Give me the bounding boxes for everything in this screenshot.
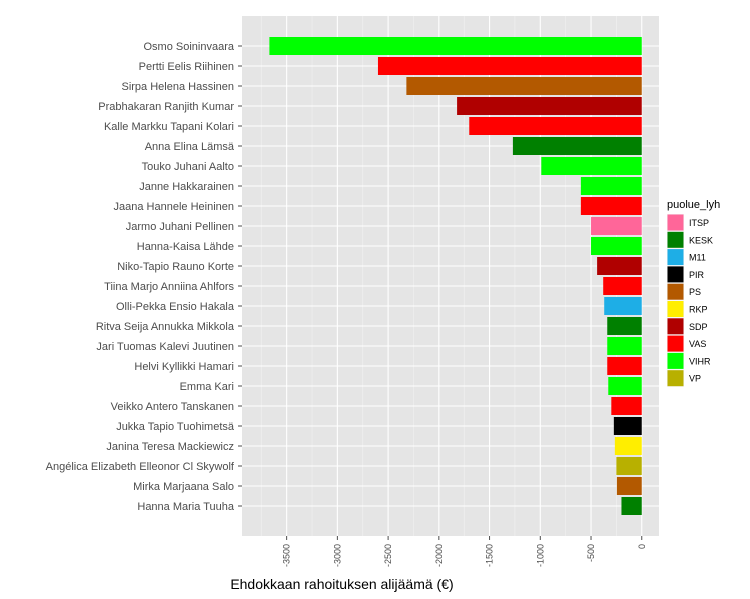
y-tick-label: Olli-Pekka Ensio Hakala	[116, 301, 235, 313]
bar	[406, 77, 642, 95]
bar	[608, 377, 642, 395]
y-tick-label: Niko-Tapio Rauno Korte	[117, 261, 234, 273]
x-tick-label: -2500	[383, 544, 393, 567]
legend-swatch	[667, 318, 684, 335]
legend-label: PS	[689, 287, 701, 297]
bar	[607, 337, 642, 355]
x-axis-ticks	[286, 536, 643, 540]
x-tick-label: -3000	[332, 544, 342, 567]
bar	[469, 117, 642, 135]
y-tick-label: Veikko Antero Tanskanen	[111, 401, 234, 413]
bar	[607, 317, 642, 335]
legend-swatch	[667, 301, 684, 317]
legend-label: VIHR	[689, 356, 711, 366]
legend-label: RKP	[689, 305, 708, 315]
y-tick-label: Emma Kari	[180, 381, 234, 393]
legend-label: M11	[689, 253, 706, 263]
bars	[269, 37, 642, 515]
legend: puolue_lyh ITSP KESK M11 PIR PS RKP SDP VAS VIHR…	[667, 199, 720, 387]
legend-swatch	[667, 249, 684, 266]
bar	[580, 197, 642, 215]
x-tick-label: -1500	[485, 544, 495, 567]
bar	[377, 57, 642, 75]
legend-swatch	[667, 370, 684, 387]
x-tick-label: -500	[586, 544, 596, 562]
bar	[607, 357, 642, 375]
legend-swatch	[667, 231, 684, 248]
y-tick-label: Mirka Marjaana Salo	[133, 481, 234, 493]
y-tick-label: Hanna-Kaisa Lähde	[137, 241, 234, 253]
bar	[269, 37, 642, 55]
bar	[457, 97, 642, 115]
y-axis-labels: Osmo Soininvaara Pertti Eelis Riihinen Sir…	[46, 41, 235, 513]
legend-label: VP	[689, 374, 701, 384]
bar	[611, 397, 642, 415]
legend-label: KESK	[689, 235, 713, 245]
y-tick-label: Janina Teresa Mackiewicz	[106, 441, 234, 453]
legend-label: SDP	[689, 322, 708, 332]
y-tick-label: Jarmo Juhani Pellinen	[126, 221, 234, 233]
x-tick-label: -3500	[282, 544, 292, 567]
y-tick-label: Prabhakaran Ranjith Kumar	[98, 101, 234, 113]
y-tick-label: Janne Hakkarainen	[139, 181, 234, 193]
bar	[591, 217, 642, 235]
y-tick-label: Jaana Hannele Heininen	[114, 201, 234, 213]
y-tick-label: Hanna Maria Tuuha	[137, 501, 234, 513]
y-axis-ticks	[238, 45, 242, 507]
y-tick-label: Jukka Tapio Tuohimetsä	[116, 421, 235, 433]
x-axis-labels: -3500 -3000 -2500 -2000 -1500 -1000 -500 0	[282, 544, 647, 567]
bar	[597, 257, 642, 275]
y-tick-label: Sirpa Helena Hassinen	[121, 81, 234, 93]
y-tick-label: Jari Tuomas Kalevi Juutinen	[96, 341, 234, 353]
bar	[616, 457, 642, 475]
y-tick-label: Tiina Marjo Anniina Ahlfors	[104, 281, 234, 293]
bar	[616, 477, 642, 495]
x-axis-title: Ehdokkaan rahoituksen alijäämä (€)	[230, 576, 453, 592]
y-tick-label: Kalle Markku Tapani Kolari	[104, 121, 234, 133]
bar	[512, 137, 642, 155]
legend-label: VAS	[689, 339, 706, 349]
y-tick-label: Pertti Eelis Riihinen	[139, 61, 234, 73]
bar	[604, 297, 642, 315]
bar	[621, 497, 642, 515]
bar	[541, 157, 642, 175]
y-tick-label: Osmo Soininvaara	[144, 41, 235, 53]
legend-label: ITSP	[689, 218, 709, 228]
legend-swatch	[667, 335, 684, 352]
y-tick-label: Anna Elina Lämsä	[145, 141, 235, 153]
legend-swatch	[667, 266, 684, 283]
legend-swatch	[667, 352, 684, 369]
bar	[591, 237, 642, 255]
legend-items: ITSP KESK M11 PIR PS RKP SDP VAS VIHR VP	[667, 214, 713, 387]
x-tick-label: -1000	[535, 544, 545, 567]
legend-swatch	[667, 283, 684, 300]
bar	[580, 177, 642, 195]
y-tick-label: Angélica Elizabeth Elleonor Cl Skywolf	[46, 461, 235, 473]
y-tick-label: Helvi Kyllikki Hamari	[134, 361, 234, 373]
x-tick-label: 0	[637, 544, 647, 549]
bar	[603, 277, 642, 295]
x-tick-label: -2000	[434, 544, 444, 567]
legend-title: puolue_lyh	[667, 199, 720, 211]
bar	[613, 417, 642, 435]
legend-swatch	[667, 214, 684, 231]
y-tick-label: Ritva Seija Annukka Mikkola	[96, 321, 235, 333]
y-tick-label: Touko Juhani Aalto	[142, 161, 234, 173]
legend-label: PIR	[689, 270, 705, 280]
bar	[614, 437, 642, 455]
